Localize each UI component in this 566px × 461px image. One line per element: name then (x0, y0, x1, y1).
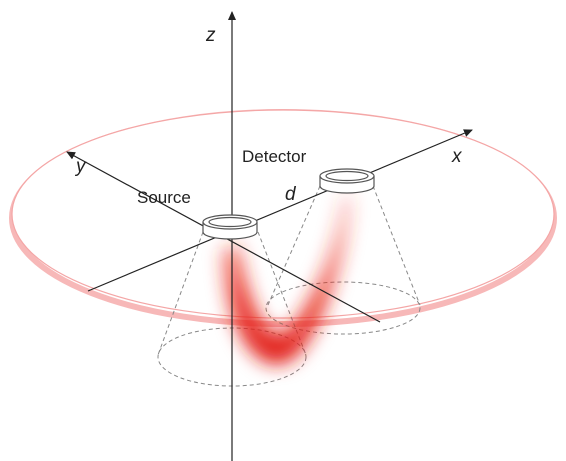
z-axis-label: z (205, 25, 216, 46)
detector-label: Detector (242, 147, 307, 166)
distance-label: d (285, 184, 297, 205)
source-probe (202, 214, 258, 240)
y-axis-label: y (74, 156, 87, 177)
x-axis-label: x (451, 146, 463, 167)
detector-probe (319, 168, 375, 194)
sensitivity-region (222, 195, 352, 365)
source-label: Source (137, 188, 191, 207)
